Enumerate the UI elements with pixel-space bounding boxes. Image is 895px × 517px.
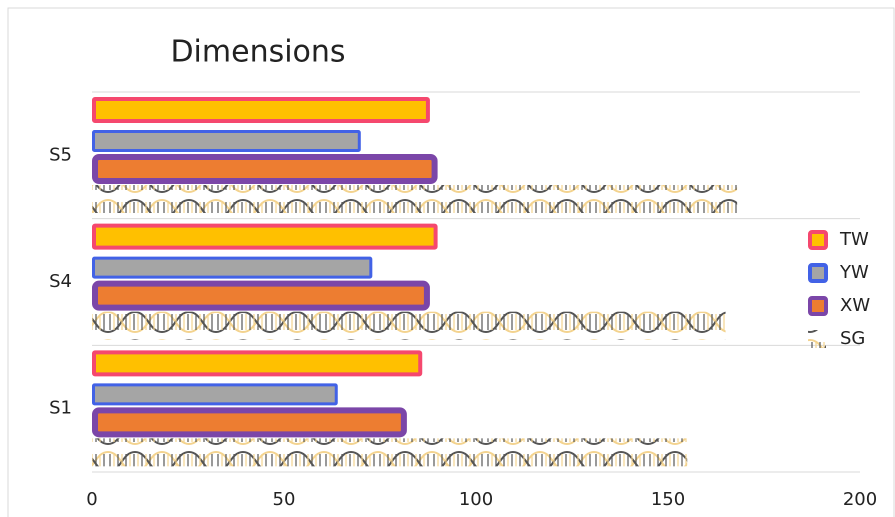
legend-label: YW (839, 262, 869, 283)
legend-label: SG (840, 328, 865, 349)
y-tick-label: S5 (49, 144, 72, 165)
x-tick-label: 200 (843, 489, 877, 510)
x-tick-label: 100 (459, 489, 493, 510)
bar (94, 258, 371, 277)
bar (95, 410, 404, 434)
bar (92, 312, 726, 340)
bar (94, 352, 420, 374)
y-tick-label: S1 (49, 398, 72, 419)
bar (94, 226, 436, 248)
chart-title: Dimensions (170, 35, 345, 70)
bar (94, 385, 337, 404)
bar (92, 185, 737, 213)
legend-swatch (808, 330, 826, 348)
legend-label: XW (840, 295, 870, 316)
x-tick-label: 0 (86, 489, 97, 510)
legend-label: TW (839, 229, 869, 250)
bar (94, 132, 360, 151)
chart: Dimensions 0 50 100 150 200 S1 S4 S5 TW YW XW SG (0, 0, 895, 517)
bar (95, 157, 435, 181)
legend-swatch (810, 298, 826, 314)
legend-swatch (810, 265, 826, 281)
y-tick-label: S4 (49, 271, 72, 292)
bar (94, 99, 428, 121)
bar (95, 284, 427, 308)
legend-swatch (810, 232, 826, 248)
x-tick-label: 150 (651, 489, 685, 510)
x-tick-label: 50 (273, 489, 296, 510)
bar (92, 438, 687, 466)
